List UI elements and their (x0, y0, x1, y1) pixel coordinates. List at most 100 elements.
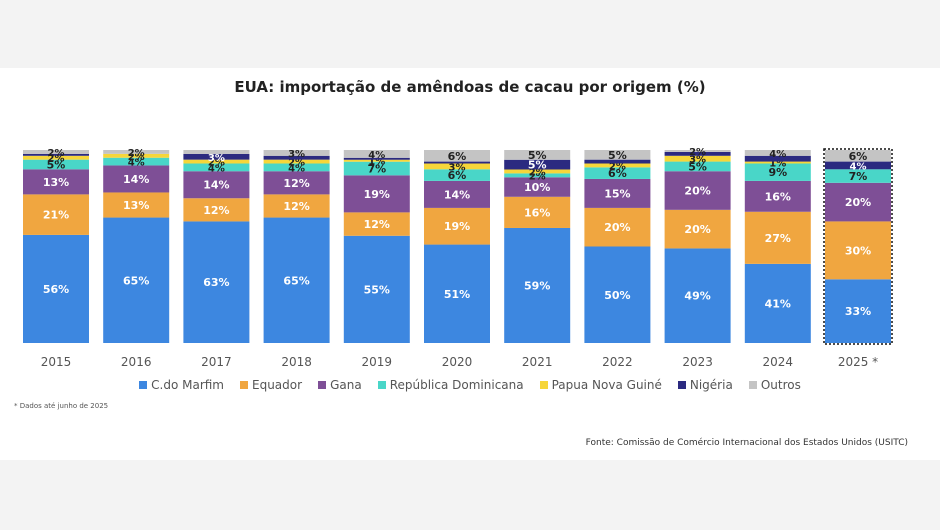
chart-legend: C.do Marfim Equador Gana República Dominica… (0, 378, 940, 392)
legend-item: Gana (318, 378, 362, 392)
data-label: 65% (283, 274, 309, 287)
bar-segment (343, 212, 410, 236)
data-label: 1% (769, 159, 786, 170)
data-label: 3% (689, 155, 706, 166)
data-label: 13% (123, 199, 149, 212)
bar-segment (664, 161, 731, 172)
legend-item: República Dominicana (377, 378, 524, 392)
bar-segment (744, 180, 811, 212)
bar-segment (23, 153, 89, 156)
bar-segment (664, 151, 731, 156)
bar-segment (183, 153, 250, 160)
bar-segment (664, 150, 731, 152)
bar-segment (424, 244, 490, 343)
data-label: 4% (208, 163, 225, 174)
bar-segment (424, 180, 490, 208)
bar-segment (103, 153, 170, 158)
x-tick-label: 2015 (41, 355, 72, 369)
x-tick-label: 2025 * (838, 355, 878, 369)
bar-segment (23, 155, 89, 160)
data-label: 6% (448, 169, 467, 182)
bar-segment (584, 167, 651, 179)
bar-segment (825, 169, 891, 183)
data-label: 15% (604, 187, 630, 200)
data-label: 12% (203, 204, 229, 217)
legend-item: Equador (240, 378, 302, 392)
bar-segment (343, 235, 410, 343)
data-label: 55% (364, 283, 390, 296)
legend-item: C.do Marfim (139, 378, 224, 392)
bar-segment (263, 163, 330, 172)
bar-segment (103, 192, 170, 218)
bar-segment (103, 150, 170, 154)
bar-segment (343, 157, 410, 160)
bar-segment (23, 169, 89, 195)
bar-segment (504, 169, 571, 174)
data-label: 27% (765, 232, 791, 245)
data-label: 14% (444, 188, 470, 201)
bar-segment (744, 211, 811, 264)
bar-segment (504, 177, 571, 197)
bar-segment (825, 161, 891, 170)
data-label: 1% (368, 157, 385, 168)
x-tick-label: 2017 (201, 355, 232, 369)
bar-segment (825, 182, 891, 222)
bar-segment (183, 163, 250, 172)
bar-segment (263, 155, 330, 160)
bar-segment (584, 246, 651, 343)
data-label: 21% (43, 209, 69, 222)
data-label: 4% (288, 163, 305, 174)
data-label: 2% (689, 147, 706, 158)
data-label: 4% (850, 161, 867, 172)
bar-segment (664, 209, 731, 249)
bar-segment (664, 171, 731, 210)
data-label: 65% (123, 274, 149, 287)
x-tick-label: 2021 (522, 355, 553, 369)
data-label: 6% (608, 167, 627, 180)
data-label: 3% (288, 149, 305, 160)
bar-segment (183, 198, 250, 222)
data-label: 2% (529, 171, 546, 182)
bar-segment (504, 150, 571, 160)
bar-segment (825, 221, 891, 280)
bar-segment (183, 159, 250, 164)
bar-segment (183, 171, 250, 199)
legend-swatch (377, 380, 386, 389)
bar-segment (23, 234, 89, 343)
data-label: 20% (845, 196, 871, 209)
data-label: 50% (604, 289, 630, 302)
bar-segment (584, 159, 651, 164)
x-tick-label: 2019 (362, 355, 393, 369)
data-label: 5% (528, 149, 547, 162)
legend-label: Nigéria (689, 378, 733, 392)
data-label: 19% (444, 220, 470, 233)
data-label: 4% (128, 158, 145, 169)
data-label: 19% (364, 188, 390, 201)
bar-segment (263, 194, 330, 218)
bar-segment (584, 178, 651, 208)
x-tick-label: 2016 (121, 355, 152, 369)
legend-item: Nigéria (677, 378, 733, 392)
highlight-box (823, 148, 893, 345)
data-label: 2% (529, 167, 546, 178)
data-label: 14% (123, 173, 149, 186)
bar-segment (664, 155, 731, 162)
source-text: Fonte: Comissão de Comércio Internaciona… (585, 438, 908, 448)
bar-segment (744, 161, 811, 164)
bar-segment (504, 159, 571, 170)
bar-segment (103, 217, 170, 343)
data-label: 9% (768, 166, 787, 179)
bar-segment (584, 150, 651, 160)
bar-segment (183, 150, 250, 154)
bar-segment (263, 159, 330, 164)
data-label: 5% (528, 159, 547, 172)
data-label: 41% (765, 297, 791, 310)
data-label: 12% (364, 218, 390, 231)
bar-segment (664, 248, 731, 343)
data-label: 16% (524, 206, 550, 219)
legend-item: Outros (748, 378, 801, 392)
bar-segment (424, 169, 490, 181)
data-label: 63% (203, 276, 229, 289)
data-label: 5% (688, 160, 707, 173)
